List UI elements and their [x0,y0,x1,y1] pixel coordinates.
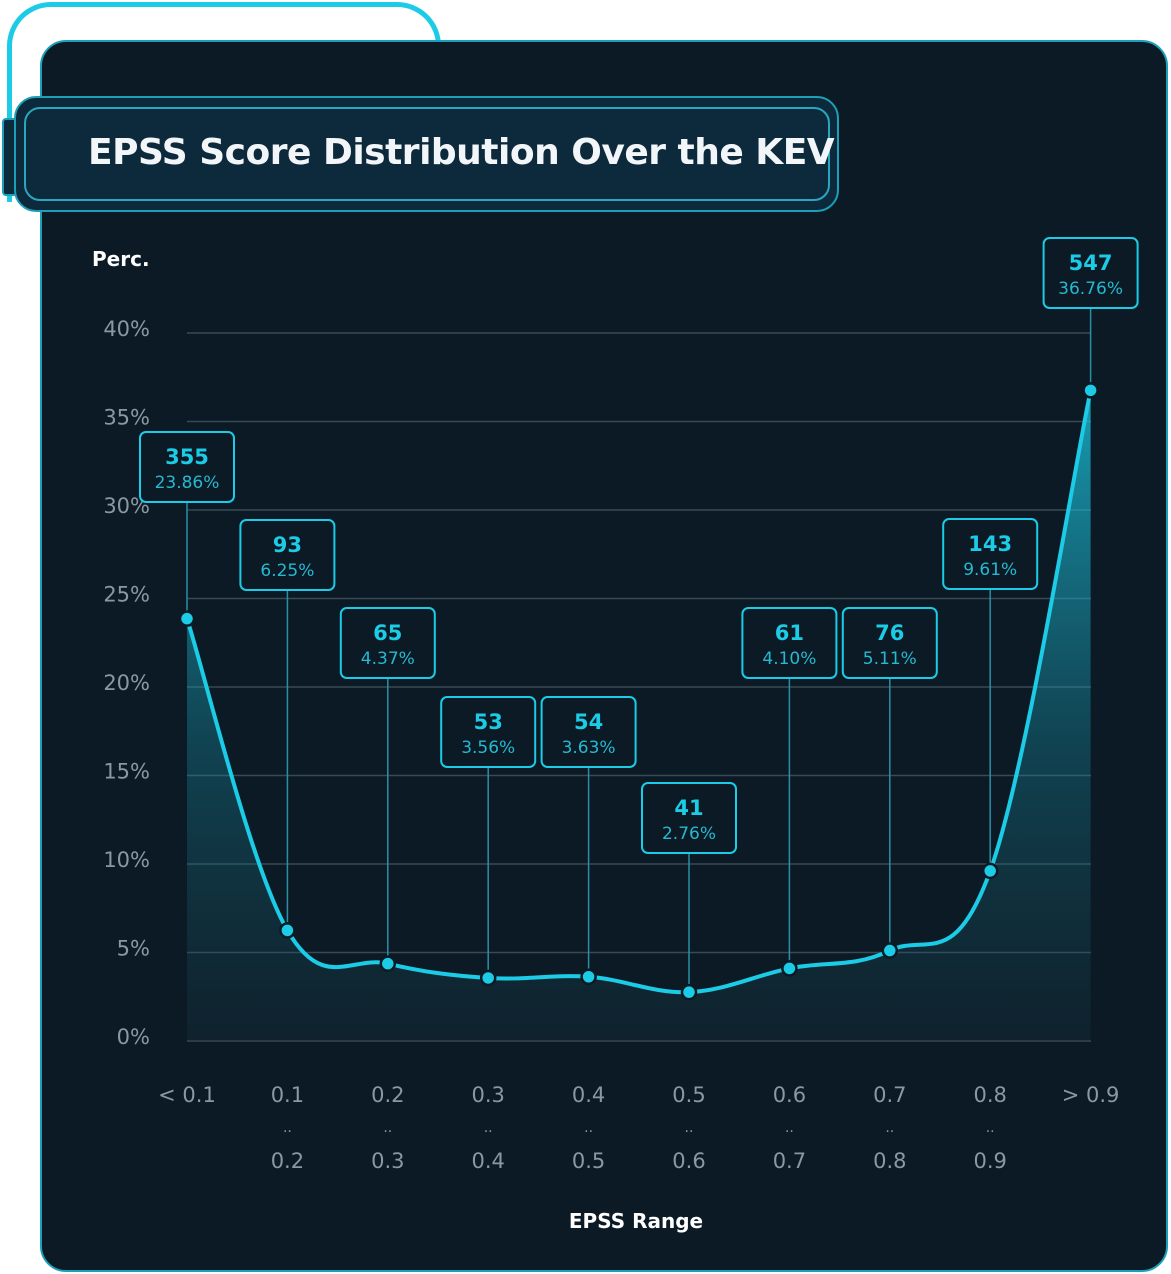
data-label-percent: 36.76% [1058,279,1123,299]
data-label-percent: 2.76% [662,824,716,844]
data-label-percent: 9.61% [963,560,1017,580]
data-point [981,862,999,880]
x-tick-label: < 0.1 [158,1083,216,1107]
x-tick-label: 0.8 [873,1149,906,1173]
x-tick-label: 0.6 [773,1083,806,1107]
data-point [881,942,899,959]
data-point [680,983,698,1001]
y-tick-label: 35% [103,406,150,430]
x-tick-label: 0.5 [672,1083,705,1107]
data-label-percent: 3.63% [562,738,616,758]
data-label-percent: 23.86% [155,473,220,493]
data-label-count: 53 [474,710,503,734]
data-point [279,922,296,939]
x-tick-label: 0.6 [672,1149,705,1173]
x-tick-label: 0.3 [371,1149,404,1173]
x-tick-label: 0.7 [773,1149,806,1173]
data-label-box [540,696,637,768]
data-label-box [641,782,737,854]
data-label-box [440,696,537,768]
data-label-count: 41 [674,796,703,820]
data-label-box [741,607,838,679]
x-tick-label: 0.7 [873,1083,906,1107]
x-axis-label: EPSS Range [569,1209,703,1233]
x-tick-label: .. [484,1120,493,1136]
data-point [580,968,597,985]
y-tick-label: 25% [103,583,150,607]
x-tick-label: 0.4 [572,1083,605,1107]
data-label-box [239,519,336,591]
x-tick-label: .. [885,1120,894,1136]
x-tick-label: 0.9 [973,1149,1006,1173]
data-point [1082,382,1099,399]
y-tick-label: 15% [103,760,150,784]
data-label-box [942,518,1039,590]
data-point [379,955,397,972]
x-tick-label: .. [986,1120,995,1136]
area-fill [187,390,1091,1041]
x-tick-label: 0.2 [271,1149,304,1173]
data-label-box [841,607,938,679]
data-point [178,610,196,627]
x-tick-label: 0.2 [371,1083,404,1107]
y-tick-label: 20% [103,671,150,695]
x-tick-label: .. [283,1120,292,1136]
data-label-count: 61 [775,621,804,645]
data-label-percent: 4.10% [762,649,816,669]
x-tick-label: 0.1 [271,1083,304,1107]
data-label-count: 93 [273,533,302,557]
x-tick-label: .. [785,1120,794,1136]
y-tick-label: 40% [103,317,150,341]
data-point [781,960,798,977]
title-banner-inner [24,107,830,201]
data-label-count: 54 [574,710,603,734]
data-label-percent: 3.56% [461,738,515,758]
series-line [185,389,1093,995]
page-title: EPSS Score Distribution Over the KEV [88,132,835,173]
data-label-count: 143 [968,532,1012,556]
data-label-count: 65 [373,621,402,645]
data-point [479,969,497,987]
data-label-percent: 6.25% [260,561,314,581]
data-label-box [139,431,235,503]
x-tick-label: 0.3 [471,1083,504,1107]
x-tick-label: .. [685,1120,694,1136]
x-tick-label: .. [584,1120,593,1136]
y-tick-label: 0% [117,1025,150,1049]
x-tick-label: 0.5 [572,1149,605,1173]
data-label-count: 76 [875,621,904,645]
x-tick-label: > 0.9 [1062,1083,1120,1107]
data-label-count: 547 [1069,251,1113,275]
y-tick-label: 10% [103,848,150,872]
chart-card [40,40,1168,1272]
x-tick-label: 0.4 [471,1149,504,1173]
y-tick-label: 5% [117,937,150,961]
data-label-box [339,607,436,679]
y-axis-label: Perc. [92,247,150,271]
data-label-box [1042,237,1139,309]
data-label-percent: 4.37% [361,649,415,669]
data-label-percent: 5.11% [863,649,917,669]
data-label-count: 355 [165,445,209,469]
x-tick-label: 0.8 [973,1083,1006,1107]
x-tick-label: .. [383,1120,392,1136]
